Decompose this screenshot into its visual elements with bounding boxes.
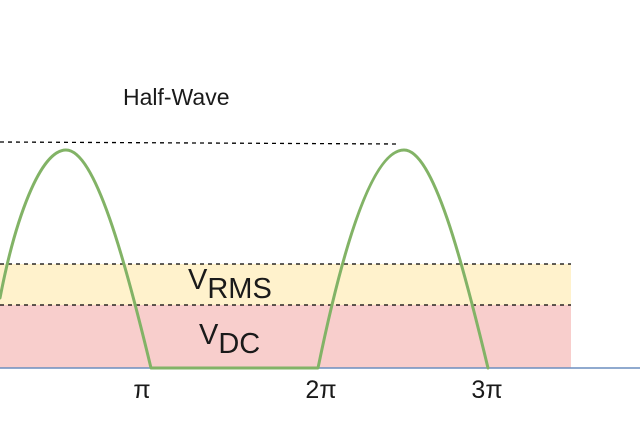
peak-dashed-line — [0, 141, 399, 145]
half-wave-waveform — [0, 148, 490, 370]
v-dc-subscript: DC — [218, 328, 260, 360]
v-dc-symbol: V — [199, 319, 219, 351]
v-rms-symbol: V — [188, 264, 208, 296]
rms-band — [0, 264, 571, 305]
v-rms-subscript: RMS — [207, 273, 271, 305]
v-dc-label: VDC — [199, 319, 260, 360]
tick-label-2pi: 2π — [305, 376, 336, 404]
diagram-title: Half-Wave — [123, 84, 230, 110]
tick-label-3pi: 3π — [471, 376, 502, 404]
v-rms-label: VRMS — [188, 264, 272, 305]
tick-label-pi: π — [133, 376, 150, 404]
